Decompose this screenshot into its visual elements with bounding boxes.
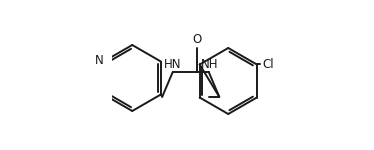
Text: O: O [192, 33, 201, 46]
Text: N: N [95, 54, 104, 66]
Text: Cl: Cl [263, 58, 275, 71]
Text: NH: NH [201, 58, 218, 71]
Text: HN: HN [164, 58, 181, 71]
